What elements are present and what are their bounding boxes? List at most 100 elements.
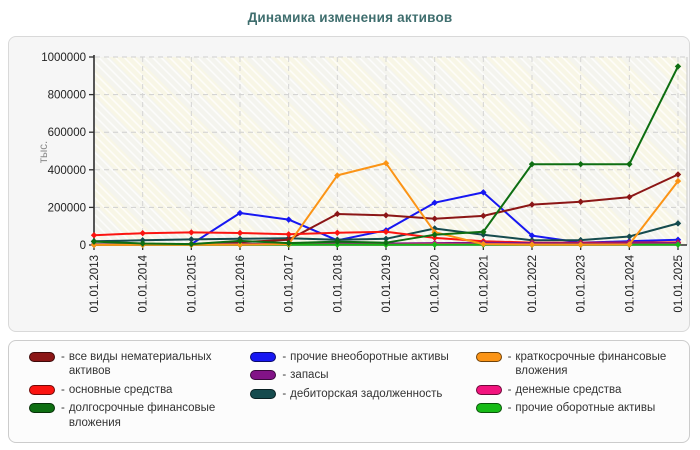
legend-item: - запасы bbox=[250, 368, 469, 382]
data-point-marker bbox=[334, 172, 341, 179]
legend-item: - долгосрочные финансовые вложения bbox=[29, 401, 244, 430]
data-point-marker bbox=[382, 160, 390, 167]
legend-column-2: - прочие внеоборотные активы - запасы - дебит… bbox=[250, 350, 469, 438]
x-tick-label: 01.01.2016 bbox=[235, 255, 247, 313]
legend-swatch bbox=[250, 370, 277, 381]
legend-item: - дебиторская задолженность bbox=[250, 387, 469, 401]
chart-legend: - все виды нематериальных активов - основны… bbox=[8, 340, 690, 443]
legend-swatch bbox=[250, 388, 277, 399]
y-tick-label: 400000 bbox=[48, 165, 86, 177]
x-tick-label: 01.01.2024 bbox=[624, 254, 636, 312]
data-point-marker bbox=[382, 212, 390, 219]
legend-separator: - bbox=[507, 351, 512, 363]
x-tick-label: 01.01.2022 bbox=[527, 255, 539, 313]
data-point-marker bbox=[236, 241, 244, 248]
data-point-marker bbox=[528, 232, 536, 239]
data-point-marker bbox=[139, 240, 146, 247]
legend-swatch bbox=[29, 403, 55, 414]
legend-label: денежные средства bbox=[515, 383, 622, 396]
data-point-marker bbox=[236, 209, 244, 217]
y-tick-label: 1000000 bbox=[41, 52, 86, 64]
x-tick-label: 01.01.2020 bbox=[430, 255, 442, 313]
x-tick-label: 01.01.2017 bbox=[284, 255, 296, 313]
legend-label: запасы bbox=[290, 369, 329, 382]
data-point-marker bbox=[480, 228, 487, 236]
legend-separator: - bbox=[282, 351, 287, 363]
legend-separator: - bbox=[507, 383, 512, 396]
legend-label: краткосрочные финансовые вложения bbox=[515, 351, 667, 378]
data-point-marker bbox=[577, 198, 584, 205]
data-point-marker bbox=[90, 238, 98, 245]
legend-separator: - bbox=[61, 351, 65, 363]
legend-swatch bbox=[475, 352, 502, 362]
data-point-marker bbox=[528, 241, 536, 248]
x-tick-label: 01.01.2025 bbox=[673, 255, 685, 313]
data-point-marker bbox=[674, 177, 682, 185]
chart-title: Динамика изменения активов bbox=[247, 10, 453, 25]
data-point-marker bbox=[528, 160, 536, 168]
data-point-marker bbox=[90, 241, 98, 249]
legend-item: - прочие оборотные активы bbox=[475, 401, 683, 415]
legend-swatch bbox=[29, 384, 55, 395]
data-point-marker bbox=[674, 63, 682, 70]
legend-label: долгосрочные финансовые вложения bbox=[68, 402, 216, 429]
data-point-marker bbox=[674, 220, 682, 227]
data-point-marker bbox=[334, 210, 341, 218]
legend-swatch bbox=[475, 384, 502, 395]
legend-separator: - bbox=[282, 387, 287, 400]
legend-label: прочие оборотные активы bbox=[515, 402, 656, 415]
data-point-marker bbox=[285, 231, 292, 238]
data-point-marker bbox=[674, 241, 682, 248]
data-point-marker bbox=[188, 236, 195, 243]
chart-panel: 0 200000 400000 600000 800000 1000000 тыс. 01.0… bbox=[8, 36, 690, 332]
line-chart-plot: 0 200000 400000 600000 800000 1000000 тыс. 01.0… bbox=[38, 52, 688, 313]
data-point-marker bbox=[674, 171, 682, 178]
y-tick-label: 800000 bbox=[48, 90, 86, 102]
data-point-marker bbox=[480, 189, 487, 196]
plot-background bbox=[95, 57, 687, 245]
data-point-marker bbox=[285, 216, 292, 223]
x-tick-label: 01.01.2019 bbox=[381, 255, 393, 313]
data-point-marker bbox=[139, 229, 146, 237]
x-tick-label: 01.01.2015 bbox=[186, 255, 198, 313]
legend-item: - краткосрочные финансовые вложения bbox=[475, 350, 683, 379]
data-point-marker bbox=[431, 215, 438, 222]
y-tick-label: 600000 bbox=[48, 127, 86, 139]
data-point-marker bbox=[431, 231, 438, 238]
data-point-marker bbox=[236, 229, 244, 237]
data-point-marker bbox=[188, 240, 195, 248]
data-point-marker bbox=[431, 241, 438, 248]
data-point-marker bbox=[382, 239, 390, 246]
data-point-marker bbox=[236, 237, 244, 245]
legend-label: все виды нематериальных активов bbox=[68, 351, 212, 378]
legend-separator: - bbox=[282, 369, 287, 382]
data-point-marker bbox=[188, 229, 195, 236]
legend-column-1: - все виды нематериальных активов - основны… bbox=[29, 350, 244, 438]
legend-item: - прочие внеоборотные активы bbox=[250, 350, 469, 364]
data-point-marker bbox=[382, 228, 390, 236]
legend-column-3: - краткосрочные финансовые вложения - денеж… bbox=[475, 350, 683, 438]
legend-separator: - bbox=[61, 383, 65, 396]
legend-swatch bbox=[29, 352, 55, 362]
data-point-marker bbox=[334, 238, 341, 245]
y-tick-label: 0 bbox=[80, 240, 86, 252]
data-point-marker bbox=[431, 199, 438, 206]
legend-swatch bbox=[250, 352, 277, 362]
legend-label: прочие внеоборотные активы bbox=[290, 351, 449, 363]
data-point-marker bbox=[382, 235, 390, 242]
data-point-marker bbox=[626, 160, 633, 168]
data-point-marker bbox=[577, 241, 584, 248]
x-tick-label: 01.01.2018 bbox=[332, 255, 344, 313]
data-point-marker bbox=[285, 239, 292, 247]
data-point-marker bbox=[334, 229, 341, 236]
data-point-marker bbox=[480, 212, 487, 220]
legend-item: - денежные средства bbox=[475, 383, 683, 397]
y-tick-label: 200000 bbox=[48, 202, 86, 214]
data-point-marker bbox=[480, 240, 487, 248]
data-point-marker bbox=[577, 160, 584, 168]
legend-separator: - bbox=[61, 402, 65, 415]
legend-swatch bbox=[475, 403, 502, 414]
x-tick-label: 01.01.2014 bbox=[138, 254, 150, 312]
data-point-marker bbox=[626, 241, 633, 248]
